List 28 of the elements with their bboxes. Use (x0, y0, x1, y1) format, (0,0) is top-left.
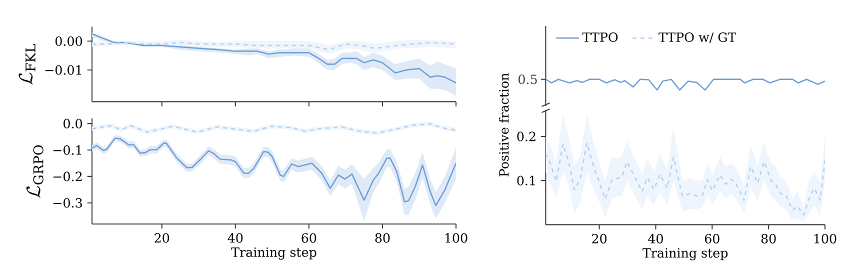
x-tick-label: 80 (761, 234, 776, 244)
x-tick-label: 60 (302, 233, 316, 243)
legend-label: TTPO (582, 32, 618, 42)
y-tick-label: −0.2 (53, 172, 82, 182)
y-tick-label: 0.0 (64, 118, 82, 128)
legend-label: TTPO w/ GT (658, 32, 736, 43)
x-tick-label: 40 (228, 233, 243, 243)
x-tick-label: 20 (592, 234, 607, 244)
x-axis-title: Training step (231, 247, 316, 260)
line-series (92, 137, 456, 206)
y-tick-label: −0.01 (45, 65, 82, 75)
y-tick-label: 0.2 (517, 132, 536, 142)
x-tick-label: 60 (704, 234, 720, 244)
text: 0.5 (518, 74, 537, 84)
y-axis-title: Positive fraction (498, 73, 509, 176)
x-axis-title: Training step (642, 248, 728, 260)
x-tick-label: 100 (814, 234, 836, 244)
y-axis-title: $\mathcal{L}_{\mathrm{FKL}}$ (18, 44, 36, 85)
y-tick-label: 0.1 (517, 176, 535, 186)
y-tick-label: 0.00 (55, 36, 82, 46)
x-tick-label: 100 (445, 233, 468, 243)
x-tick-label: 20 (154, 233, 170, 243)
x-tick-label: 80 (375, 233, 390, 243)
y-tick-label: −0.1 (53, 145, 82, 155)
line-series (546, 142, 825, 216)
x-tick-label: 40 (648, 234, 663, 244)
y-axis-title: $\mathcal{L}_{\mathrm{GRPO}}$ (26, 145, 44, 198)
y-tick-label: −0.3 (53, 198, 82, 208)
